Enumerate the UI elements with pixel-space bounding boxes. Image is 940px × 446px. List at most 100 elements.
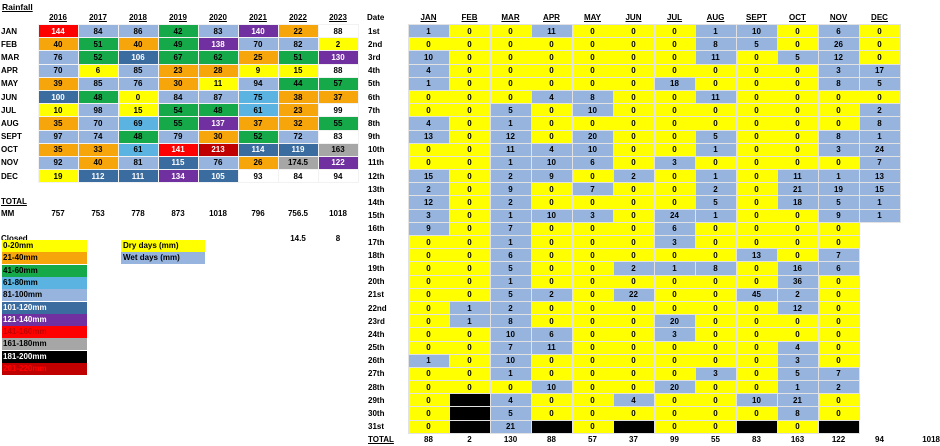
daily-rain-cell: 1	[489, 155, 532, 171]
day-label: 7th	[367, 103, 408, 117]
monthly-total-cell: 83	[317, 129, 359, 144]
monthly-total-cell: 44	[277, 76, 319, 91]
daily-rain-cell	[859, 222, 900, 236]
daily-rain-cell: 8	[776, 406, 819, 421]
month-header: DEC	[871, 12, 888, 22]
monthly-total-cell: 76	[37, 50, 79, 65]
legend-item: 141-160mm	[2, 326, 87, 339]
monthly-total-cell: 48	[77, 89, 119, 105]
daily-rain-cell: 0	[817, 116, 860, 131]
spacer-cell	[118, 220, 158, 232]
daily-rain-cell: 1	[489, 208, 532, 223]
daily-totals-row: TOTAL 88 2 130 88 57 37 99 55 83 163 122 94 1018	[367, 433, 940, 446]
daily-rain-cell: 0	[448, 380, 491, 395]
daily-rain-cell: 0	[448, 234, 491, 250]
yearly-totals-row-value: 756.5	[287, 209, 309, 219]
spacer-cell	[900, 156, 940, 170]
daily-rain-cell: 5	[489, 287, 532, 302]
daily-rain-cell: 0	[653, 116, 696, 131]
daily-rain-cell: 7	[489, 340, 532, 355]
daily-rain-cell: 12	[817, 50, 860, 65]
daily-rain-cell: 0	[612, 221, 655, 237]
month-header: JUL	[666, 12, 683, 22]
daily-rain-cell: 0	[776, 314, 819, 329]
daily-rain-cell: 0	[694, 63, 737, 78]
monthly-total-cell: 35	[37, 116, 79, 131]
daily-rain-cell: 15	[858, 182, 901, 197]
closed-row-label: Closed	[1, 233, 28, 243]
daily-rain-cell: 20	[653, 380, 696, 395]
daily-rain-cell: 0	[489, 23, 532, 39]
spacer-cell	[900, 354, 940, 368]
daily-rain-cell: 5	[776, 366, 819, 382]
yearly-totals-row-value: 1018	[329, 209, 347, 219]
daily-rain-cell: 0	[612, 353, 655, 368]
daily-rain-cell: 0	[448, 261, 491, 276]
daily-rain-cell: 0	[407, 380, 450, 395]
monthly-total-cell: 105	[197, 169, 239, 184]
monthly-total-cell: 93	[237, 169, 279, 184]
daily-rain-cell: 0	[448, 63, 491, 78]
daily-rain-cell: 0	[571, 23, 614, 39]
daily-rain-cell: 19	[817, 182, 860, 197]
daily-rain-cell: 3	[817, 63, 860, 78]
monthly-total-cell: 84	[277, 169, 319, 184]
monthly-total-cell: 122	[317, 155, 359, 171]
daily-rain-cell: 0	[817, 274, 860, 289]
daily-rain-cell: 0	[653, 63, 696, 78]
daily-rain-cell: 0	[735, 261, 778, 276]
daily-rain-cell: 0	[694, 221, 737, 237]
day-row: 27th 0 0 1 0 0 0 0 3 0 5 7	[367, 366, 940, 382]
monthly-total-cell: 74	[77, 129, 119, 144]
daily-rain-cell: 0	[530, 393, 573, 408]
daily-rain-cell: 0	[571, 300, 614, 316]
monthly-total-cell: 55	[317, 116, 359, 131]
month-label: JUL	[1, 105, 17, 115]
day-row: 10th 0 0 11 4 10 0 0 1 0 0 3 24	[367, 142, 940, 157]
day-row: 1st 1 0 0 11 0 0 0 1 10 0 6 0	[367, 23, 940, 39]
daily-rain-cell: 0	[448, 182, 491, 197]
spacer-cell	[900, 288, 940, 302]
daily-rain-cell: 0	[735, 169, 778, 184]
spacer-cell	[900, 182, 940, 196]
daily-rain-cell: 0	[448, 248, 491, 263]
daily-rain-cell: 1	[407, 23, 450, 39]
daily-rain-cell: 1	[653, 261, 696, 276]
daily-rain-cell: 6	[817, 261, 860, 276]
daily-rain-cell: 0	[407, 393, 450, 408]
spacer-cell	[900, 248, 940, 262]
daily-rain-cell: 1	[694, 208, 737, 223]
monthly-total-cell: 37	[237, 116, 279, 131]
monthly-total-cell: 38	[277, 89, 319, 105]
daily-rain-cell: 5	[735, 37, 778, 52]
monthly-total-cell: 94	[317, 169, 359, 184]
total-heading-row-label: TOTAL	[1, 197, 27, 207]
daily-rain-cell: 0	[489, 380, 532, 395]
spacer-cell	[900, 116, 940, 130]
monthly-total-cell: 111	[117, 169, 159, 184]
monthly-total-cell: 23	[157, 63, 199, 78]
daily-rain-cell: 7	[858, 155, 901, 171]
daily-rain-cell	[859, 406, 900, 421]
month-label: APR	[1, 66, 18, 76]
daily-rain-cell: 0	[448, 103, 491, 118]
daily-rain-cell: 0	[776, 327, 819, 342]
daily-rain-cell: 0	[735, 300, 778, 316]
monthly-total-cell: 76	[197, 155, 239, 171]
monthly-total-cell: 6	[77, 63, 119, 78]
month-label: MAR	[1, 52, 20, 62]
daily-rain-cell: 2	[530, 287, 573, 302]
daily-rain-cell: 0	[571, 221, 614, 237]
daily-rain-cell: 0	[653, 248, 696, 263]
daily-rain-cell: 45	[735, 287, 778, 302]
spacer-cell	[900, 130, 940, 144]
spacer-cell	[278, 183, 318, 196]
daily-rain-cell: 0	[694, 103, 737, 118]
daily-rain-cell: 0	[735, 340, 778, 355]
daily-rain-cell: 0	[653, 142, 696, 157]
daily-rain-cell: 0	[653, 393, 696, 408]
daily-rain-cell: 0	[530, 76, 573, 91]
daily-rain-cell: 0	[612, 208, 655, 223]
daily-rain-cell: 0	[407, 314, 450, 329]
daily-rain-cell: 0	[776, 116, 819, 131]
